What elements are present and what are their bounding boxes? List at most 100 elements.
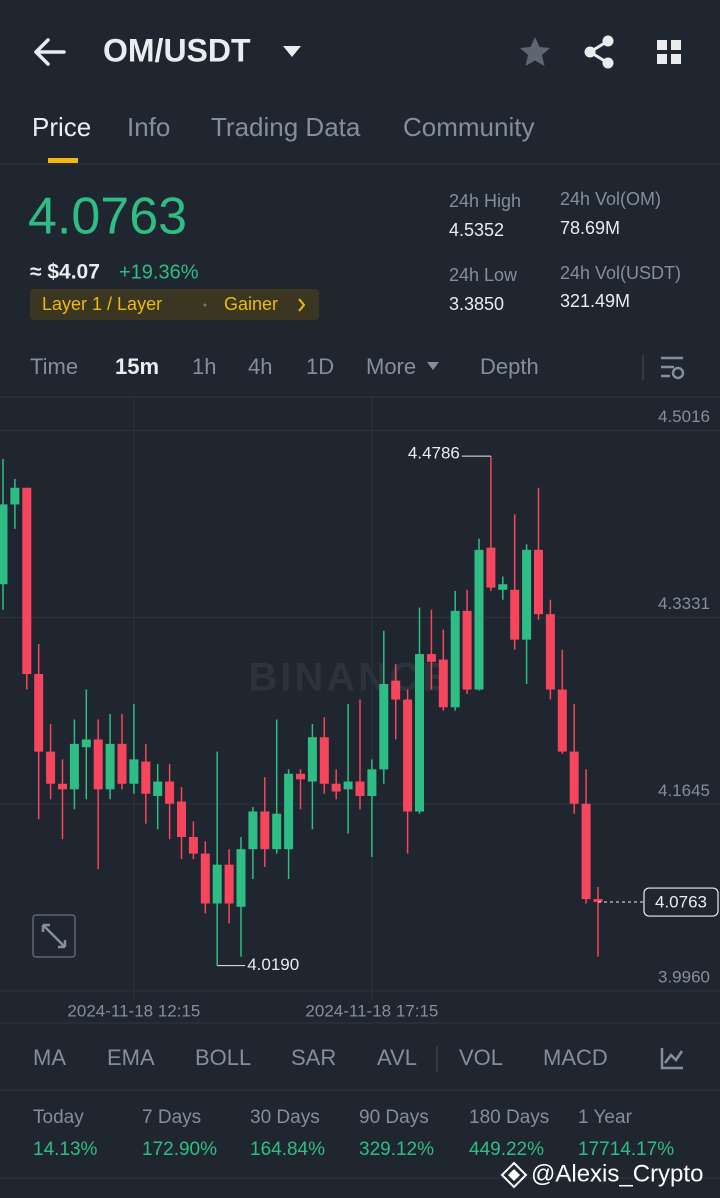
expand-button[interactable]: [32, 914, 76, 958]
candle-body: [557, 689, 567, 752]
candle-body: [129, 759, 139, 784]
perf-value: 14.13%: [33, 1139, 98, 1160]
candle-body: [224, 864, 234, 904]
stat-label: 24h Vol(USDT): [560, 263, 681, 283]
indicator[interactable]: AVL: [377, 1045, 417, 1070]
interval[interactable]: 4h: [248, 354, 272, 379]
candle-body: [343, 781, 353, 790]
menu-square[interactable]: [671, 40, 681, 50]
candle-body: [177, 801, 186, 837]
candle-body: [522, 549, 532, 640]
candle-body: [10, 487, 20, 505]
stat-value: 3.3850: [449, 294, 504, 314]
share-icon[interactable]: [584, 35, 614, 69]
back-button[interactable]: [34, 38, 66, 66]
low-label: 4.0190: [247, 955, 299, 974]
candle-body: [117, 743, 127, 784]
candle-body: [307, 737, 317, 782]
more-dropdown[interactable]: [427, 362, 439, 370]
tag-separator: [203, 303, 207, 307]
indicator[interactable]: BOLL: [195, 1045, 251, 1070]
price-change: +19.36%: [119, 261, 199, 283]
x-tick-label: 2024-11-18 17:15: [305, 1001, 438, 1020]
tab[interactable]: Trading Data: [211, 112, 361, 142]
stat-label: 24h Vol(OM): [560, 189, 661, 209]
candle-body: [355, 781, 365, 796]
candle-body: [58, 783, 67, 790]
menu-square[interactable]: [657, 54, 667, 64]
tab[interactable]: Info: [127, 112, 170, 142]
menu-icon[interactable]: [657, 40, 681, 64]
indicator-settings-icon[interactable]: [660, 1048, 684, 1070]
indicator[interactable]: EMA: [107, 1045, 155, 1070]
candle-body: [593, 899, 603, 903]
perf-label: 30 Days: [250, 1107, 320, 1128]
user-watermark-icon: [500, 1161, 528, 1189]
candle-body: [153, 781, 163, 796]
candle-body: [367, 769, 377, 796]
interval[interactable]: Depth: [480, 354, 539, 379]
interval[interactable]: 1D: [306, 354, 334, 379]
favorite-icon[interactable]: [520, 37, 550, 66]
candle-body: [81, 739, 91, 748]
tag-box[interactable]: [30, 289, 319, 320]
candle-body: [272, 813, 282, 850]
candle-body: [474, 549, 484, 690]
diamond-core: [508, 1169, 520, 1181]
share-lines[interactable]: [587, 39, 609, 65]
expand-arrow[interactable]: [41, 923, 67, 949]
candle-body: [569, 751, 579, 804]
interval[interactable]: 15m: [115, 354, 159, 379]
back-arrow[interactable]: [34, 38, 66, 66]
expand-frame[interactable]: [32, 914, 76, 958]
candle-body: [486, 547, 496, 588]
tab[interactable]: Price: [32, 112, 91, 142]
interval[interactable]: More: [366, 354, 416, 379]
candle-body: [46, 751, 56, 784]
indicator-mask: [640, 1040, 720, 1080]
candle-body: [212, 864, 222, 904]
pair-dropdown[interactable]: [283, 46, 301, 57]
indicator[interactable]: MA: [33, 1045, 66, 1070]
candle-body: [260, 811, 270, 850]
indicator[interactable]: MACD: [543, 1045, 608, 1070]
perf-value: 172.90%: [142, 1139, 217, 1160]
candle-body: [284, 773, 294, 850]
interval[interactable]: Time: [30, 354, 78, 379]
candle-body: [165, 781, 175, 804]
stat-label: 24h High: [449, 191, 521, 211]
indicator[interactable]: SAR: [291, 1045, 336, 1070]
menu-square[interactable]: [671, 54, 681, 64]
tag[interactable]: Layer 1 / Layer: [42, 294, 162, 314]
candle-body: [426, 654, 436, 662]
y-tick-label: 3.9960: [658, 968, 710, 987]
candle-body: [105, 743, 115, 790]
pair-title[interactable]: OM/USDT: [103, 32, 251, 68]
candlestick-chart: BINANCE4.50164.33314.16453.99602024-11-1…: [0, 397, 720, 1020]
x-tick-label: 2024-11-18 12:15: [67, 1001, 200, 1020]
candle-body: [248, 811, 258, 850]
last-price-label: 4.0763: [655, 893, 707, 912]
indicator[interactable]: VOL: [459, 1045, 503, 1070]
perf-label: Today: [33, 1107, 84, 1128]
candle-body: [319, 737, 329, 784]
y-tick-label: 4.5016: [658, 407, 710, 426]
tag[interactable]: Gainer: [224, 294, 278, 314]
tab-indicator: [48, 158, 78, 163]
candle-body: [141, 761, 151, 794]
perf-label: 7 Days: [142, 1107, 201, 1128]
interval[interactable]: 1h: [192, 354, 216, 379]
y-tick-label: 4.3331: [658, 594, 710, 613]
menu-square[interactable]: [657, 40, 667, 50]
settings-lines[interactable]: [661, 356, 683, 378]
candle-body: [403, 699, 413, 812]
chart-settings-icon[interactable]: [661, 356, 685, 380]
settings-gear[interactable]: [671, 366, 685, 380]
candle-body: [0, 504, 8, 585]
tag-arrow[interactable]: [298, 298, 306, 312]
tab[interactable]: Community: [403, 112, 534, 142]
perf-label: 90 Days: [359, 1107, 429, 1128]
candle-body: [498, 584, 508, 590]
